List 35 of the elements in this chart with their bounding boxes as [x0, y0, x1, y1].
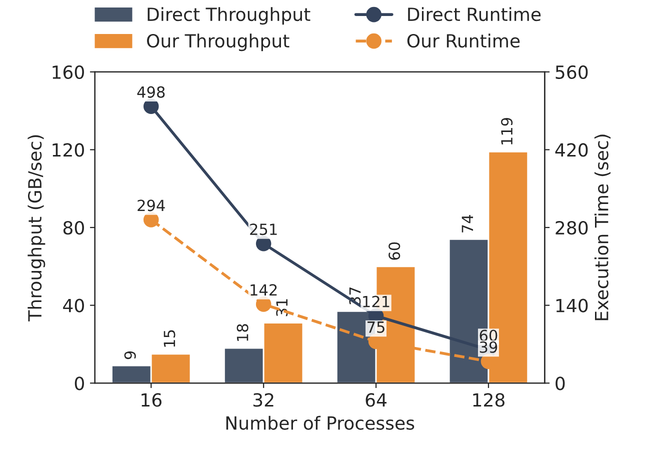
data-label: 74 [462, 215, 474, 232]
data-label: 18 [236, 324, 248, 341]
y2-tick-label: 140 [556, 298, 588, 312]
data-label: 119 [501, 118, 513, 144]
legend-label: Direct Runtime [408, 7, 541, 22]
data-label: 60 [480, 330, 498, 342]
legend-label: Direct Throughput [148, 7, 310, 25]
data-label: 294 [138, 200, 165, 212]
y2-tick-label: 0 [556, 376, 565, 390]
y2-tick-label: 560 [556, 65, 588, 80]
y-tick-label: 40 [63, 298, 84, 312]
x-tick-label: 32 [253, 393, 274, 407]
y-tick-label: 80 [63, 220, 84, 235]
y2-tick-label: 280 [556, 220, 588, 235]
y-tick-label: 120 [52, 143, 84, 157]
y-axis-title: Throughput (GB/sec) [28, 135, 46, 322]
data-label: 39 [480, 341, 498, 353]
y2-tick-label: 420 [555, 143, 588, 157]
x-axis-title: Number of Processes [226, 416, 414, 430]
legend-label: Our Runtime [407, 34, 520, 48]
data-label: 9 [124, 351, 136, 360]
legend-label: Our Throughput [147, 34, 290, 52]
data-label: 15 [164, 330, 176, 347]
data-label: 75 [368, 322, 384, 333]
data-label: 498 [137, 86, 165, 98]
data-label: 121 [363, 296, 390, 308]
data-label: 60 [388, 242, 400, 260]
y-tick-label: 160 [52, 65, 84, 80]
x-tick-label: 16 [142, 393, 162, 407]
x-tick-label: 128 [473, 393, 504, 407]
data-label: 142 [250, 284, 277, 296]
y-tick-label: 0 [74, 376, 84, 390]
y2-axis-title: Execution Time (sec) [594, 134, 611, 320]
data-label: 251 [250, 224, 277, 236]
x-tick-label: 64 [366, 393, 386, 407]
